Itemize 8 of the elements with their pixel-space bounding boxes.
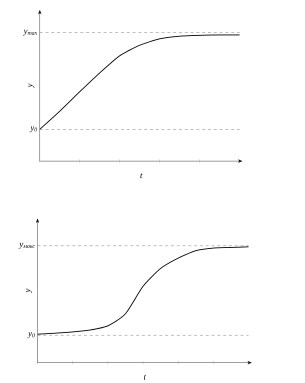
ref-line-label: y$_{0}$ xyxy=(30,126,38,132)
ref-line-label: y$_{0}$ xyxy=(28,332,35,338)
ref-line-label: y$_{макс}$ xyxy=(18,242,36,249)
ref-line-label: y$_{max}$ xyxy=(23,30,38,36)
x-axis-title: t xyxy=(144,374,146,380)
x-axis-title: t xyxy=(140,173,143,178)
y-axis-title: y xyxy=(28,83,34,88)
y-axis-title: y xyxy=(26,288,32,294)
